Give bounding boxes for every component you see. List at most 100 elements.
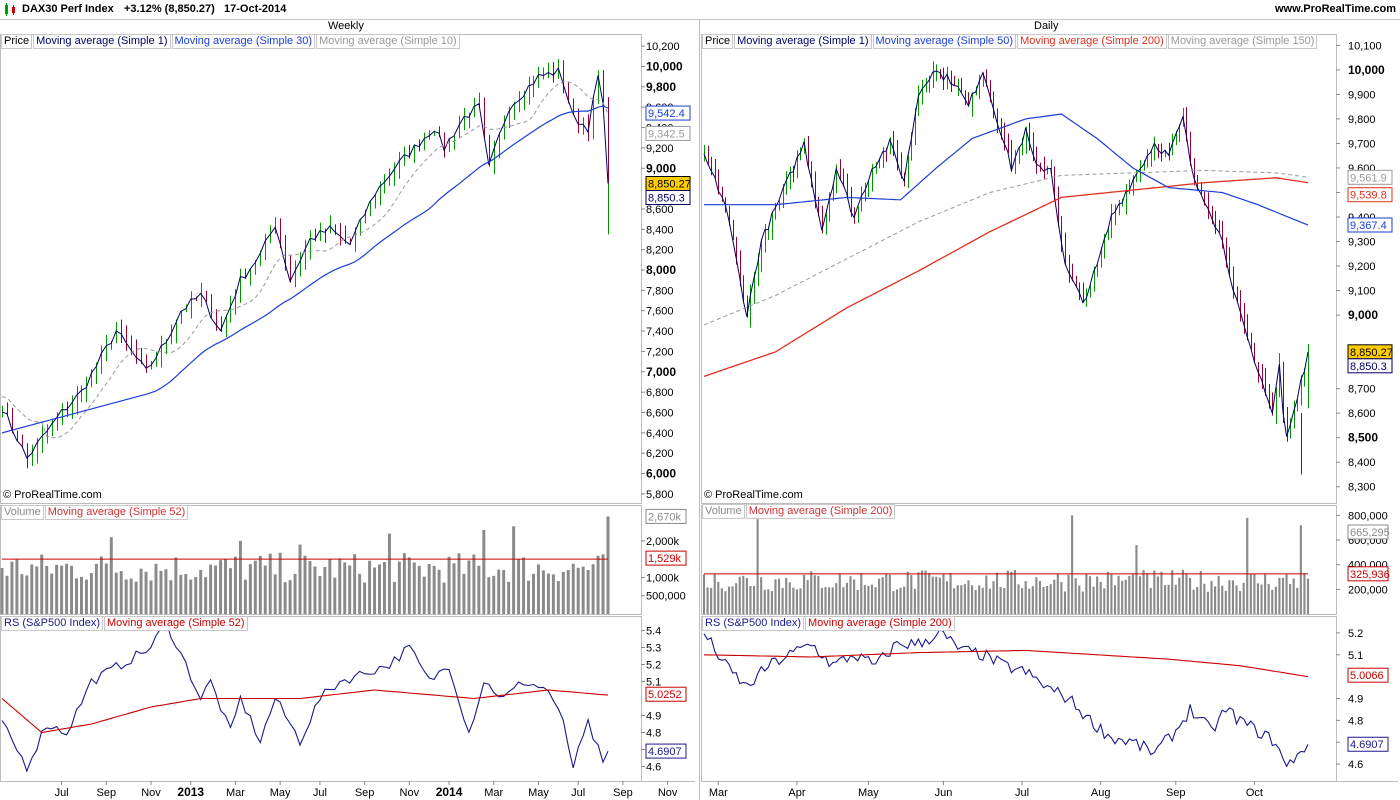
rs-tick-label: 4.6 <box>1348 759 1363 771</box>
legend-volume[interactable]: Volume <box>702 504 745 519</box>
volume-bar <box>1192 589 1195 614</box>
volume-bar <box>576 567 580 614</box>
volume-bar <box>949 572 952 614</box>
rs-tick-label: 5.2 <box>1348 628 1363 640</box>
legend-ma-simple-50[interactable]: Moving average (Simple 50) <box>872 34 1017 49</box>
charts-canvas[interactable]: 10,20010,0009,8009,6009,4009,2009,0008,6… <box>0 19 1400 800</box>
volume-bar <box>956 585 959 614</box>
volume-bar <box>1267 583 1270 614</box>
volume-bar <box>293 573 297 614</box>
weekly-rs-legend: RS (S&P500 Index) Moving average (Simple… <box>1 616 249 631</box>
price-tick-label: 8,000 <box>646 263 676 277</box>
volume-bar <box>551 574 555 614</box>
volume-bar <box>1249 573 1252 614</box>
volume-bar <box>1013 570 1017 614</box>
volume-bar <box>1160 571 1163 614</box>
volume-bar <box>717 581 720 614</box>
volume-bar <box>1188 577 1192 614</box>
volume-bar <box>806 580 809 614</box>
volume-bar <box>720 588 723 614</box>
volume-bar <box>1067 574 1070 614</box>
legend-ma-simple-1[interactable]: Moving average (Simple 1) <box>734 34 872 49</box>
volume-bar <box>104 563 108 614</box>
volume-bar <box>298 544 302 614</box>
weekly-chart: 10,20010,0009,8009,6009,4009,2009,0008,6… <box>0 34 695 799</box>
volume-bar <box>788 582 791 614</box>
x-tick-label: Sep <box>1166 787 1186 799</box>
volume-bar <box>1003 588 1006 614</box>
rs-tag-label: 4.6907 <box>1350 739 1384 751</box>
price-tick-label: 7,000 <box>646 365 676 379</box>
symbol-name[interactable]: DAX30 Perf Index <box>22 3 114 15</box>
volume-bar <box>65 563 69 614</box>
legend-price[interactable]: Price <box>1 34 33 49</box>
volume-bar <box>831 587 834 614</box>
price-tag-label: 9,542.4 <box>648 108 685 120</box>
volume-tag-box <box>1347 524 1389 540</box>
legend-rs[interactable]: RS (S&P500 Index) <box>702 616 804 631</box>
volume-bar <box>899 587 902 614</box>
volume-bar <box>35 566 39 614</box>
ma-simple-1-line <box>1 66 609 459</box>
volume-bar <box>849 576 852 614</box>
legend-volume[interactable]: Volume <box>1 505 44 520</box>
x-tick-label: Apr <box>788 787 805 799</box>
legend-ma-simple-200[interactable]: Moving average (Simple 200) <box>1017 34 1167 49</box>
volume-bar <box>945 581 949 614</box>
volume-bar <box>1281 577 1285 614</box>
volume-bar <box>938 577 941 614</box>
legend-rs[interactable]: RS (S&P500 Index) <box>1 616 103 631</box>
volume-bar <box>1224 590 1227 614</box>
volume-bar <box>412 562 416 614</box>
volume-bar <box>874 587 877 614</box>
volume-bar <box>1085 573 1088 614</box>
price-tick-label: 8,300 <box>1348 482 1376 494</box>
volume-bar <box>920 570 924 614</box>
volume-bar <box>1074 578 1077 614</box>
volume-bar <box>10 561 14 614</box>
legend-ma-simple-150[interactable]: Moving average (Simple 150) <box>1167 34 1318 49</box>
ma-simple-10-line <box>1 81 609 439</box>
price-tick-label: 5,800 <box>646 489 674 501</box>
volume-bar <box>432 565 436 614</box>
volume-bar <box>1142 570 1145 614</box>
volume-bar <box>214 565 218 614</box>
x-tick-label: Mar <box>226 787 245 799</box>
volume-bar <box>387 533 391 614</box>
ma-simple-200-line <box>703 177 1309 378</box>
legend-ma-simple-10[interactable]: Moving average (Simple 10) <box>316 34 460 49</box>
legend-rs-ma[interactable]: Moving average (Simple 52) <box>104 616 248 631</box>
site-url[interactable]: www.ProRealTime.com <box>1274 3 1396 15</box>
price-tick-label: 10,200 <box>646 41 680 53</box>
x-tick-label: May <box>858 787 879 799</box>
volume-tag-box <box>645 508 687 524</box>
volume-bar <box>1121 580 1124 614</box>
legend-ma-simple-30[interactable]: Moving average (Simple 30) <box>171 34 316 49</box>
legend-price[interactable]: Price <box>702 34 734 49</box>
volume-bar <box>114 572 118 614</box>
volume-tick-label: 200,000 <box>1348 584 1388 596</box>
volume-bar <box>522 557 526 614</box>
x-tick-label: Nov <box>141 787 161 799</box>
volume-bar <box>472 554 476 614</box>
volume-bar <box>978 585 981 614</box>
price-tag-box <box>1347 169 1393 185</box>
volume-bar <box>422 576 426 614</box>
volume-bar <box>935 576 938 614</box>
volume-bar <box>5 575 9 614</box>
volume-bar <box>243 579 247 614</box>
legend-volume-ma[interactable]: Moving average (Simple 52) <box>44 505 189 520</box>
x-tick-label: 2013 <box>177 785 204 799</box>
volume-bar <box>596 555 600 614</box>
volume-bar <box>985 575 988 614</box>
volume-bar <box>1096 576 1099 614</box>
volume-bar <box>1110 573 1113 614</box>
legend-rs-ma[interactable]: Moving average (Simple 200) <box>805 616 955 631</box>
legend-volume-ma[interactable]: Moving average (Simple 200) <box>745 504 896 519</box>
legend-ma-simple-1[interactable]: Moving average (Simple 1) <box>33 34 171 49</box>
volume-bar <box>1214 586 1217 614</box>
price-tag-box <box>645 105 691 121</box>
volume-bar <box>119 571 123 614</box>
volume-bar <box>1242 582 1245 614</box>
price-tick-label: 6,400 <box>646 428 674 440</box>
